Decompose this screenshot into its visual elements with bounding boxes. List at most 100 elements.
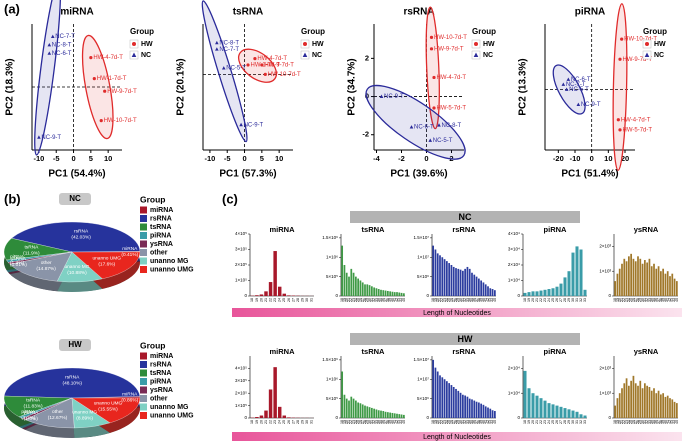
point-label: HW-5-7d-T bbox=[623, 127, 653, 133]
y-tick-label: 1×10⁵ bbox=[235, 278, 247, 283]
x-tick-label: 44 bbox=[400, 420, 404, 424]
bar bbox=[350, 268, 353, 296]
legend-title: Group bbox=[472, 27, 496, 36]
bar bbox=[653, 263, 655, 296]
x-tick-label: 41 bbox=[393, 420, 397, 424]
point bbox=[618, 57, 622, 61]
x-tick-label: 31 bbox=[461, 298, 465, 302]
bar bbox=[357, 278, 360, 296]
point bbox=[432, 106, 436, 110]
point bbox=[47, 43, 52, 47]
point-label: NC-8-T bbox=[219, 40, 239, 46]
bar bbox=[448, 383, 451, 418]
legend-swatch bbox=[140, 232, 147, 239]
x-tick-label: 29 bbox=[567, 298, 571, 302]
x-tick-label: -4 bbox=[373, 154, 380, 163]
x-tick-label: 36 bbox=[381, 420, 385, 424]
confidence-ellipse bbox=[34, 0, 62, 156]
x-tick-label: 23 bbox=[273, 420, 277, 424]
x-tick-label: 28 bbox=[636, 298, 640, 302]
x-tick-label: 27 bbox=[634, 298, 638, 302]
bar bbox=[348, 276, 350, 296]
x-tick-label: 43 bbox=[488, 298, 492, 302]
bar bbox=[434, 367, 437, 418]
x-tick-label: 38 bbox=[659, 420, 663, 424]
x-tick-label: 32 bbox=[645, 298, 649, 302]
bar bbox=[643, 260, 646, 296]
bar bbox=[434, 249, 437, 296]
x-tick-label: 31 bbox=[643, 420, 647, 424]
legend-title: Group bbox=[130, 27, 154, 36]
legend-marker bbox=[303, 42, 307, 46]
x-tick-label: 34 bbox=[650, 298, 654, 302]
pie-value-label: (17.6%) bbox=[98, 262, 115, 268]
pie-label: unanno MG bbox=[72, 409, 97, 415]
x-tick-label: 28 bbox=[563, 420, 567, 424]
y-tick-label: 1.5×10⁶ bbox=[322, 235, 338, 240]
x-tick-label: 20 bbox=[531, 298, 535, 302]
x-tick-label: 21 bbox=[535, 298, 539, 302]
pie-label: tsRNA bbox=[24, 244, 39, 250]
legend-label: NC bbox=[312, 52, 322, 59]
bar bbox=[345, 398, 348, 418]
bar bbox=[255, 295, 259, 296]
x-tick-label: 42 bbox=[668, 420, 672, 424]
bar bbox=[364, 405, 366, 418]
bar bbox=[273, 251, 277, 296]
point bbox=[576, 102, 581, 107]
x-tick-label: 23 bbox=[352, 420, 356, 424]
x-tick-label: 22 bbox=[349, 420, 353, 424]
pie-title-box bbox=[59, 339, 91, 351]
confidence-ellipse bbox=[201, 0, 248, 143]
x-tick-label: 22 bbox=[622, 298, 626, 302]
bar bbox=[627, 256, 630, 296]
x-tick-label: 36 bbox=[654, 298, 658, 302]
bar bbox=[675, 403, 678, 418]
legend-label: unanno MG bbox=[150, 404, 189, 411]
legend-label: NC bbox=[654, 52, 664, 59]
legend-label: rsRNA bbox=[150, 361, 172, 368]
x-tick-label: 21 bbox=[438, 420, 442, 424]
bar bbox=[559, 406, 563, 418]
pie-value-label: (12.67%) bbox=[48, 415, 68, 421]
pie-title-box bbox=[59, 193, 91, 205]
x-tick-label: 22 bbox=[539, 298, 543, 302]
x-tick-label: 29 bbox=[638, 298, 642, 302]
bar bbox=[666, 395, 669, 418]
y-tick-label: 2×10⁵ bbox=[235, 390, 247, 395]
bar bbox=[669, 398, 671, 418]
x-tick-label: 21 bbox=[620, 298, 624, 302]
x-tick-label: 29 bbox=[365, 420, 369, 424]
x-tick-label: 24 bbox=[445, 420, 449, 424]
pie-slice bbox=[11, 221, 141, 253]
bar bbox=[621, 388, 623, 418]
x-tick-label: 31 bbox=[310, 298, 314, 302]
bar bbox=[396, 292, 398, 296]
pie-value-label: (0.86%) bbox=[121, 398, 138, 404]
bar bbox=[480, 403, 483, 418]
point bbox=[37, 135, 41, 139]
x-tick-label: 39 bbox=[661, 420, 665, 424]
x-tick-label: 18 bbox=[340, 420, 344, 424]
point bbox=[239, 122, 243, 127]
x-tick-label: 21 bbox=[264, 420, 268, 424]
x-tick-label: 43 bbox=[670, 298, 674, 302]
x-tick-label: 25 bbox=[447, 420, 451, 424]
chart-title: miRNA bbox=[60, 7, 93, 18]
point bbox=[50, 34, 55, 38]
bar bbox=[361, 404, 364, 418]
x-tick-label: 41 bbox=[666, 420, 670, 424]
bar bbox=[273, 367, 277, 418]
point bbox=[429, 47, 434, 51]
point-label: NC-9-T bbox=[384, 94, 404, 100]
x-tick-label: 40 bbox=[663, 420, 667, 424]
bar bbox=[255, 417, 259, 418]
x-tick-label: 24 bbox=[627, 420, 631, 424]
bar bbox=[646, 262, 649, 296]
pie-label: miRNA bbox=[122, 246, 138, 252]
point bbox=[221, 66, 226, 70]
bar bbox=[398, 414, 401, 418]
legend-label: ysRNA bbox=[150, 387, 173, 394]
point-label: HW-9-7d-T bbox=[434, 46, 464, 52]
x-tick-label: 19 bbox=[527, 298, 531, 302]
